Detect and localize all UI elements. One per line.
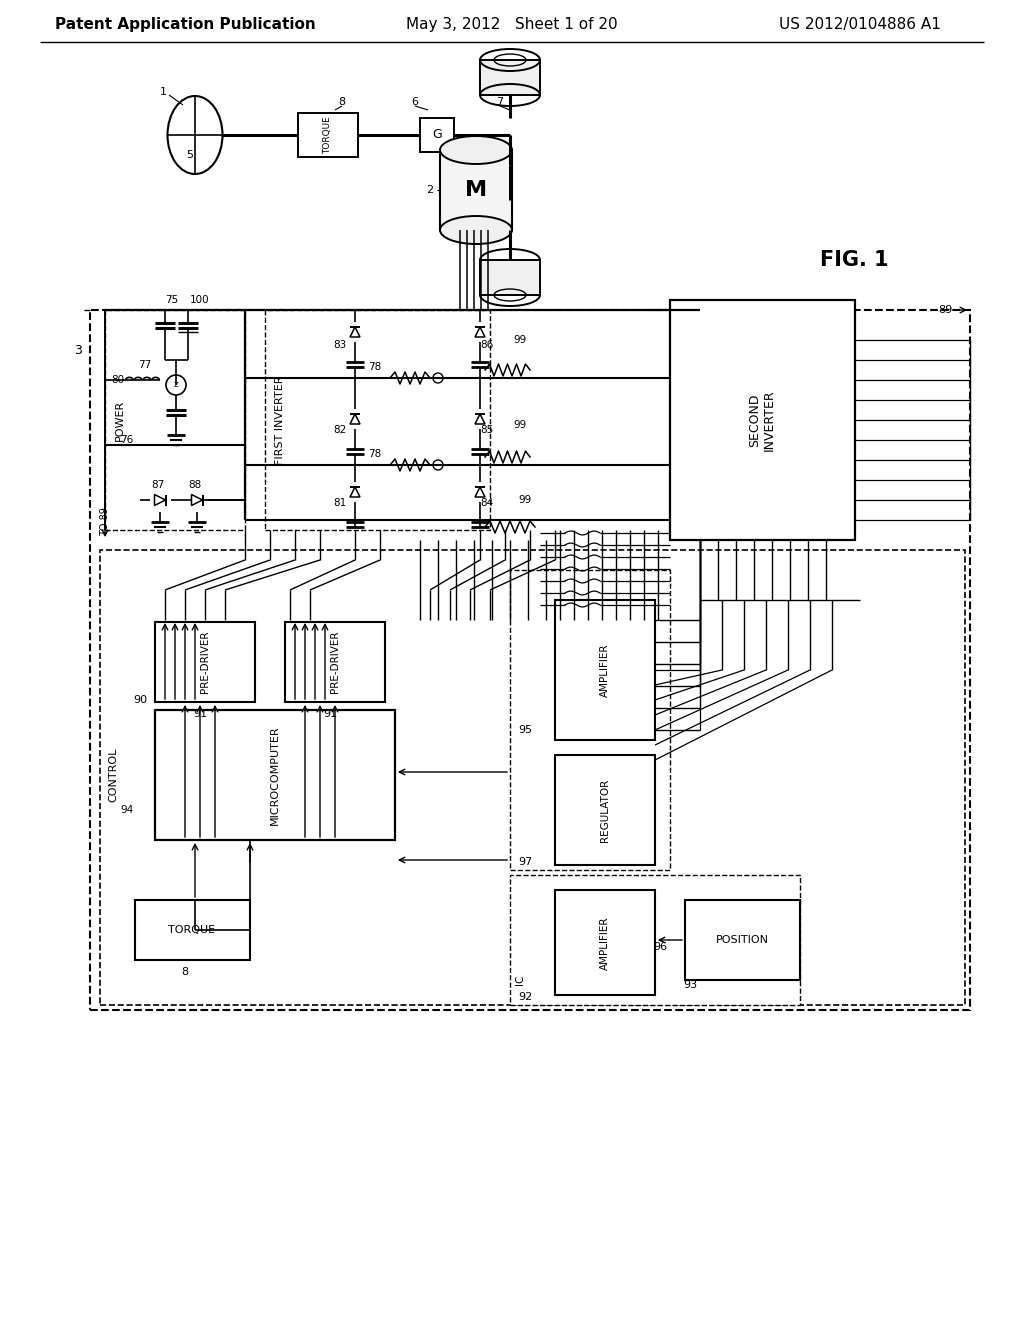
Text: G: G — [432, 128, 442, 141]
Text: POSITION: POSITION — [716, 935, 768, 945]
Bar — [155, 710, 395, 840]
Text: 78: 78 — [369, 362, 382, 372]
Text: CONTROL: CONTROL — [108, 748, 118, 803]
Text: M: M — [465, 180, 487, 201]
Text: 97: 97 — [518, 857, 532, 867]
Text: PRE-DRIVER: PRE-DRIVER — [330, 631, 340, 693]
Text: 91: 91 — [323, 709, 337, 719]
Text: 78: 78 — [369, 449, 382, 459]
Text: AMPLIFIER: AMPLIFIER — [600, 916, 610, 970]
Polygon shape — [350, 327, 360, 337]
Text: 90: 90 — [133, 696, 147, 705]
Text: 77: 77 — [138, 360, 152, 370]
Text: 3: 3 — [74, 343, 82, 356]
Bar — [155, 622, 255, 702]
Polygon shape — [475, 487, 485, 498]
Text: POWER: POWER — [115, 400, 125, 441]
Bar — [90, 310, 970, 1010]
Text: 86: 86 — [480, 341, 494, 350]
Text: AMPLIFIER: AMPLIFIER — [600, 643, 610, 697]
Polygon shape — [350, 414, 360, 424]
Ellipse shape — [440, 216, 512, 244]
Bar — [285, 622, 385, 702]
Text: 75: 75 — [165, 294, 178, 305]
Text: 91: 91 — [193, 709, 207, 719]
Text: 84: 84 — [480, 498, 494, 508]
Bar — [555, 755, 655, 865]
Text: 80: 80 — [112, 375, 125, 385]
Bar — [100, 550, 965, 1005]
Text: Patent Application Publication: Patent Application Publication — [54, 17, 315, 33]
Polygon shape — [350, 487, 360, 498]
Polygon shape — [155, 495, 166, 506]
Bar — [555, 601, 655, 741]
Text: 85: 85 — [480, 425, 494, 436]
Bar — [298, 114, 358, 157]
Text: 96: 96 — [653, 942, 667, 952]
Text: US 2012/0104886 A1: US 2012/0104886 A1 — [779, 17, 941, 33]
Text: 7: 7 — [497, 96, 504, 107]
Text: 99: 99 — [518, 495, 531, 506]
Text: 94: 94 — [121, 805, 133, 814]
Text: TORQUE: TORQUE — [168, 925, 216, 935]
Text: 76: 76 — [121, 436, 133, 445]
Text: Z: Z — [173, 381, 178, 388]
Text: 99: 99 — [513, 420, 526, 430]
Text: SECOND
INVERTER: SECOND INVERTER — [748, 389, 776, 451]
Text: TO 89: TO 89 — [100, 508, 110, 536]
Polygon shape — [191, 495, 203, 506]
Text: 8: 8 — [181, 968, 188, 977]
Bar — [510, 570, 670, 870]
Text: 87: 87 — [152, 480, 165, 490]
Text: 1: 1 — [160, 87, 167, 96]
Text: MICROCOMPUTER: MICROCOMPUTER — [270, 725, 280, 825]
Bar — [480, 59, 540, 95]
Text: 5: 5 — [186, 150, 194, 160]
Text: REGULATOR: REGULATOR — [600, 779, 610, 842]
Bar — [510, 875, 800, 1005]
Ellipse shape — [440, 136, 512, 164]
Bar — [265, 310, 490, 531]
Text: 2: 2 — [426, 185, 433, 195]
Bar — [480, 260, 540, 294]
Text: 93: 93 — [683, 979, 697, 990]
Text: PRE-DRIVER: PRE-DRIVER — [200, 631, 210, 693]
Text: 92: 92 — [518, 993, 532, 1002]
Text: 8: 8 — [339, 96, 345, 107]
Text: 95: 95 — [518, 725, 532, 735]
Bar — [670, 300, 855, 540]
Bar — [440, 150, 512, 230]
Polygon shape — [475, 414, 485, 424]
Text: TORQUE: TORQUE — [324, 116, 333, 154]
Bar — [105, 310, 245, 531]
Text: 83: 83 — [334, 341, 347, 350]
Text: FIRST INVERTER: FIRST INVERTER — [275, 375, 285, 465]
Text: 99: 99 — [513, 335, 526, 345]
Text: 88: 88 — [188, 480, 202, 490]
Text: 89: 89 — [938, 305, 952, 315]
Text: 6: 6 — [412, 96, 419, 107]
Text: 82: 82 — [334, 425, 347, 436]
Text: IC: IC — [515, 974, 525, 985]
Bar — [135, 900, 250, 960]
Bar — [555, 890, 655, 995]
Polygon shape — [475, 327, 485, 337]
Bar — [420, 117, 454, 152]
Text: 100: 100 — [190, 294, 210, 305]
Text: May 3, 2012   Sheet 1 of 20: May 3, 2012 Sheet 1 of 20 — [407, 17, 617, 33]
Text: 81: 81 — [334, 498, 347, 508]
Bar — [685, 900, 800, 979]
Text: FIG. 1: FIG. 1 — [820, 249, 889, 271]
